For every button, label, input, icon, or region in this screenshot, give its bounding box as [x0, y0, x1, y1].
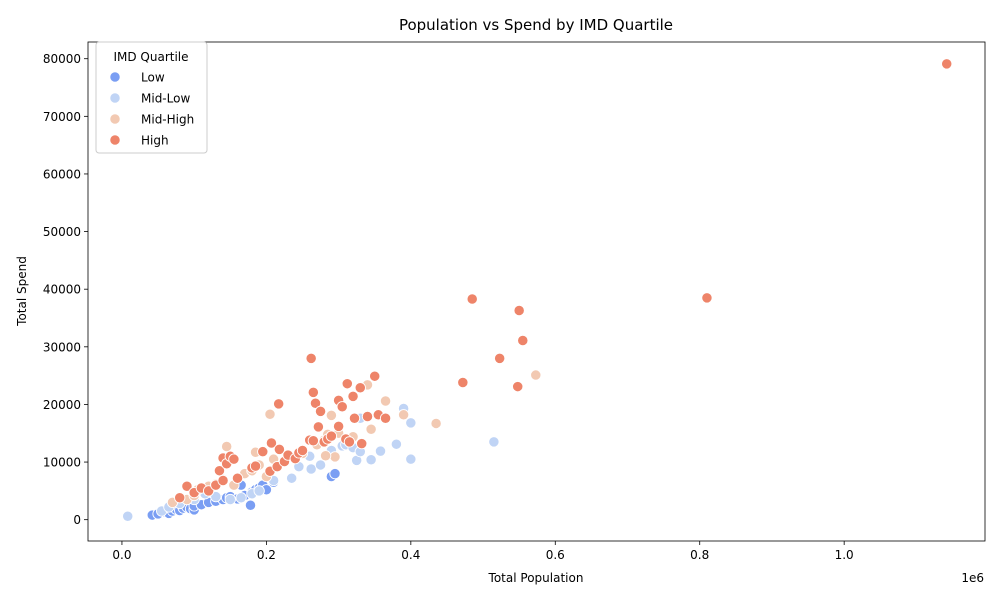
legend-title: IMD Quartile [113, 50, 188, 64]
y-axis-label: Total Spend [15, 256, 29, 327]
data-point-high [273, 398, 285, 410]
data-point-high [466, 293, 478, 305]
legend-label: Mid-Low [141, 92, 190, 106]
legend-label: Low [141, 71, 165, 85]
data-point-mid-high [264, 408, 276, 420]
data-point-high [307, 386, 319, 398]
data-point-high [517, 334, 529, 347]
data-point-high [332, 420, 345, 432]
x-axis-offset-text: 1e6 [961, 571, 984, 585]
x-tick-label: 0.8 [690, 548, 709, 562]
data-point-high [379, 412, 392, 424]
data-point-low [329, 467, 341, 480]
legend-marker [109, 113, 121, 125]
data-point-mid-low [122, 510, 134, 522]
data-point-mid-low [314, 459, 327, 471]
data-point-mid-low [488, 436, 500, 448]
data-point-high [174, 492, 186, 504]
x-axis-label: Total Population [488, 571, 584, 585]
data-point-mid-high [397, 409, 410, 421]
data-point-high [513, 304, 525, 317]
legend: IMD Quartile Low Mid-Low Mid-High High [95, 41, 208, 154]
data-point-high [249, 460, 262, 472]
y-tick-label: 50000 [43, 225, 81, 239]
data-point-mid-low [224, 493, 236, 506]
data-point-high [181, 480, 193, 492]
y-tick-label: 60000 [43, 167, 81, 181]
data-point-high [941, 58, 953, 70]
x-tick-label: 0.2 [257, 548, 276, 562]
data-point-high [361, 410, 374, 423]
data-point-high [309, 397, 322, 409]
data-point-mid-high [319, 450, 332, 462]
data-point-mid-high [430, 417, 442, 430]
data-point-high [354, 382, 366, 394]
data-point-high [343, 436, 356, 448]
data-points [122, 58, 953, 522]
data-point-high [512, 380, 524, 393]
x-tick-label: 0.4 [401, 548, 420, 562]
data-point-high [457, 376, 469, 389]
data-point-high [494, 352, 506, 364]
data-point-mid-low [390, 438, 403, 450]
data-point-mid-low [253, 485, 265, 497]
x-tick-label: 0.6 [546, 548, 565, 562]
data-point-mid-low [374, 445, 387, 457]
data-point-high [296, 444, 309, 457]
data-point-mid-high [379, 395, 392, 407]
data-point-high [217, 474, 229, 487]
chart-title: Population vs Spend by IMD Quartile [399, 16, 673, 34]
data-point-high [265, 437, 278, 449]
data-point-high [347, 390, 359, 403]
data-point-high [314, 405, 327, 418]
data-point-mid-high [530, 369, 542, 381]
data-point-high [369, 370, 381, 382]
data-point-high [273, 443, 286, 456]
data-point-high [336, 401, 348, 413]
data-point-high [312, 421, 325, 433]
data-point-mid-low [286, 472, 298, 484]
plot-frame [87, 41, 986, 542]
data-point-low [244, 499, 257, 511]
data-point-mid-low [305, 463, 317, 475]
legend-label: High [141, 134, 169, 148]
y-tick-label: 20000 [43, 398, 81, 412]
data-point-high [325, 430, 338, 442]
data-point-high [348, 412, 361, 424]
data-point-high [356, 437, 368, 450]
data-point-high [228, 453, 240, 465]
data-point-mid-low [235, 492, 247, 504]
x-tick-label: 1.0 [835, 548, 854, 562]
data-point-high [257, 446, 269, 458]
data-point-high [341, 378, 353, 390]
x-tick-label: 0.0 [112, 548, 131, 562]
data-point-mid-high [365, 423, 377, 435]
data-point-high [305, 352, 317, 364]
data-point-mid-low [405, 417, 417, 429]
data-point-high [213, 465, 226, 477]
x-axis-ticks: 0.0 0.2 0.4 0.6 0.8 1.0 [112, 541, 854, 562]
data-point-mid-high [329, 451, 341, 463]
y-tick-label: 10000 [43, 456, 81, 470]
y-tick-label: 30000 [43, 340, 81, 354]
legend-marker [109, 134, 121, 146]
y-tick-label: 40000 [43, 283, 81, 297]
data-point-mid-high [325, 409, 338, 422]
data-point-high [307, 435, 319, 447]
legend-marker [109, 71, 121, 83]
data-point-mid-high [221, 440, 233, 453]
y-tick-label: 80000 [43, 52, 81, 66]
data-point-mid-low [405, 453, 417, 465]
y-axis-ticks: 0 10000 20000 30000 40000 50000 60000 70000 8000… [43, 52, 88, 527]
data-point-high [701, 292, 713, 304]
data-point-mid-low [365, 454, 377, 466]
data-point-high [231, 472, 244, 484]
legend-box [95, 41, 208, 154]
legend-label: Mid-High [141, 113, 194, 127]
y-tick-label: 70000 [43, 110, 81, 124]
legend-marker [109, 92, 121, 104]
y-tick-label: 0 [73, 513, 81, 527]
